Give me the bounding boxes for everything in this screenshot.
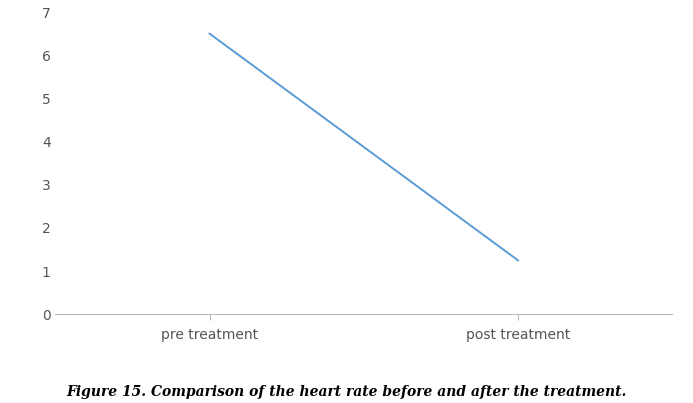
Text: Figure 15. Comparison of the heart rate before and after the treatment.: Figure 15. Comparison of the heart rate … bbox=[67, 385, 626, 399]
